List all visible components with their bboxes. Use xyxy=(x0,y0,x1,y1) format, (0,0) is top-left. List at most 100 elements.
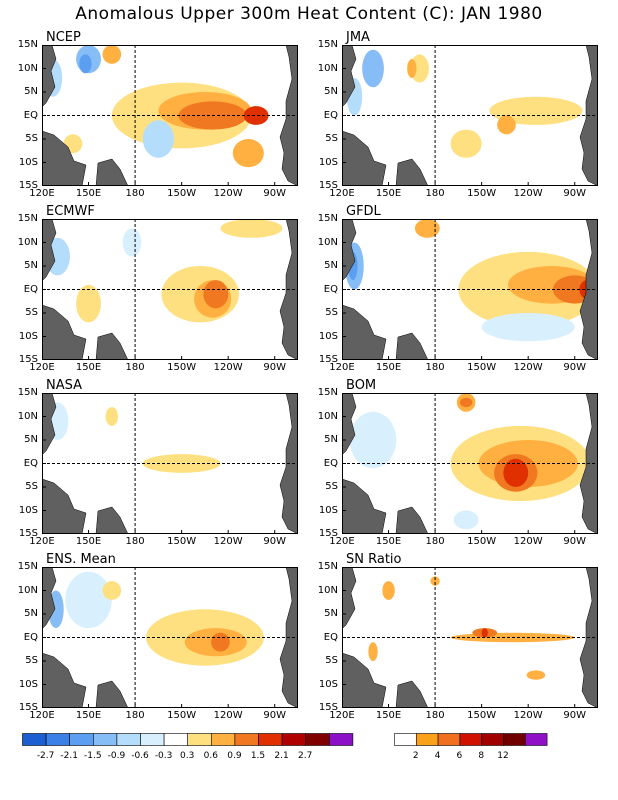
x-tick-label: 150E xyxy=(75,536,102,547)
y-tick-label: 5N xyxy=(324,86,338,97)
colorbar-swatch xyxy=(211,733,236,746)
panel-label: SN Ratio xyxy=(346,552,402,567)
y-tick-label: 5S xyxy=(325,133,338,144)
y-tick-label: 10S xyxy=(18,156,38,168)
map-plot xyxy=(42,567,298,708)
x-tick-label: 90W xyxy=(263,362,287,373)
landmass xyxy=(95,680,129,708)
y-tick-label: 5N xyxy=(24,86,38,97)
panel-label: ENS. Mean xyxy=(46,552,116,567)
landmass xyxy=(342,304,387,360)
anomaly-contour xyxy=(382,581,395,600)
y-tick-label: 10N xyxy=(17,236,38,248)
anomaly-contour xyxy=(76,284,101,323)
y-tick-label: EQ xyxy=(23,631,38,643)
colorbar-label: 4 xyxy=(434,751,441,761)
colorbar-swatch xyxy=(305,733,330,746)
x-tick-label: 120W xyxy=(513,362,543,373)
y-tick-label: 5S xyxy=(25,133,38,144)
anomaly-contour xyxy=(211,632,230,652)
anomaly-contour xyxy=(410,54,429,83)
y-tick-label: 5N xyxy=(24,260,38,271)
anomaly-contour xyxy=(459,397,473,408)
x-tick-label: 150W xyxy=(167,188,197,199)
map-plot xyxy=(42,45,298,186)
colorbar-swatch xyxy=(45,733,71,746)
colorbar-swatch xyxy=(525,733,548,746)
x-tick-label: 150W xyxy=(467,188,497,199)
anomaly-contour xyxy=(122,228,142,257)
map-panel: GFDL 15N 10N 5N EQ 5S 10S 15S 120E 150E 180 150W 120… xyxy=(318,205,598,373)
map-panel: BOM 15N 10N 5N EQ 5S 10S 15S 120E 150E 180 150W 120W… xyxy=(318,379,598,547)
anomaly-contour xyxy=(65,571,112,629)
y-tick-label: 5N xyxy=(24,608,38,619)
colorbar-swatch xyxy=(22,733,47,746)
anomaly-contour xyxy=(526,670,546,680)
x-tick-label: 120E xyxy=(29,362,55,373)
landmass xyxy=(42,304,87,360)
colorbar-label: -0.3 xyxy=(154,751,173,761)
y-tick-label: 15S xyxy=(18,528,38,539)
x-tick-label: 180 xyxy=(125,710,145,721)
map-plot xyxy=(342,567,598,708)
x-tick-label: 120W xyxy=(213,188,243,199)
map-panel: JMA 15N 10N 5N EQ 5S 10S 15S 120E 150E 180 150W 120W… xyxy=(318,31,598,199)
y-tick-label: 15S xyxy=(18,702,38,713)
x-tick-label: 90W xyxy=(563,362,587,373)
colorbar-swatch xyxy=(481,733,504,746)
map-plot xyxy=(42,219,298,360)
anomaly-contour xyxy=(481,628,488,638)
y-tick-label: 15S xyxy=(318,354,338,365)
y-tick-label: 5S xyxy=(25,481,38,492)
map-panel: SN Ratio 15N 10N 5N EQ 5S 10S 15S 120E 150E 180 150… xyxy=(318,553,598,721)
colorbar-swatch xyxy=(93,733,118,746)
y-tick-label: 15N xyxy=(17,39,38,50)
panel-label: GFDL xyxy=(346,204,381,219)
y-tick-label: 15S xyxy=(318,180,338,191)
y-tick-label: 5N xyxy=(24,434,38,445)
y-tick-label: 5S xyxy=(325,307,338,318)
y-tick-label: EQ xyxy=(23,457,38,469)
y-tick-label: 10S xyxy=(318,678,338,690)
landmass xyxy=(95,506,129,534)
colorbar-label: 0.9 xyxy=(227,751,242,761)
y-tick-label: 10S xyxy=(18,330,38,342)
anomaly-contour xyxy=(203,280,229,309)
anomaly-contour xyxy=(102,45,122,64)
y-tick-label: 10N xyxy=(17,62,38,74)
y-tick-label: EQ xyxy=(23,283,38,295)
anomaly-contour xyxy=(142,120,174,158)
y-tick-label: 10N xyxy=(17,410,38,422)
map-panel: ENS. Mean 15N 10N 5N EQ 5S 10S 15S 120E 150E 180 15… xyxy=(18,553,298,721)
x-tick-label: 120E xyxy=(329,362,355,373)
anomaly-contour xyxy=(414,219,440,238)
anomaly-contour xyxy=(362,49,384,88)
anomaly-contour xyxy=(105,407,119,426)
ratio-colorbar: 2 4 6 8 12 xyxy=(394,732,548,772)
anomaly-contour xyxy=(430,576,440,586)
colorbar-swatch xyxy=(437,733,461,746)
landmass xyxy=(42,652,87,708)
x-tick-label: 120W xyxy=(513,536,543,547)
panel-label: NASA xyxy=(46,378,83,393)
anomaly-contour xyxy=(368,642,378,661)
colorbar-swatch xyxy=(116,733,141,746)
y-tick-label: 15N xyxy=(317,39,338,50)
landmass xyxy=(42,478,87,534)
y-tick-label: 10S xyxy=(318,330,338,342)
y-tick-label: 5N xyxy=(324,434,338,445)
x-tick-label: 90W xyxy=(563,710,587,721)
colorbar-swatch xyxy=(328,733,354,746)
panel-label: NCEP xyxy=(46,30,81,45)
panel-label: ECMWF xyxy=(46,204,95,219)
colorbar-swatch xyxy=(281,733,307,746)
anomaly-contour xyxy=(102,581,122,600)
anomaly-contour xyxy=(481,313,575,342)
x-tick-label: 120E xyxy=(29,536,55,547)
anomaly-contour xyxy=(243,106,269,125)
y-tick-label: 15S xyxy=(18,354,38,365)
anomaly-contour xyxy=(79,54,92,74)
panel-label: JMA xyxy=(346,30,370,45)
y-tick-label: 10N xyxy=(317,236,338,248)
y-tick-label: 15N xyxy=(17,387,38,398)
